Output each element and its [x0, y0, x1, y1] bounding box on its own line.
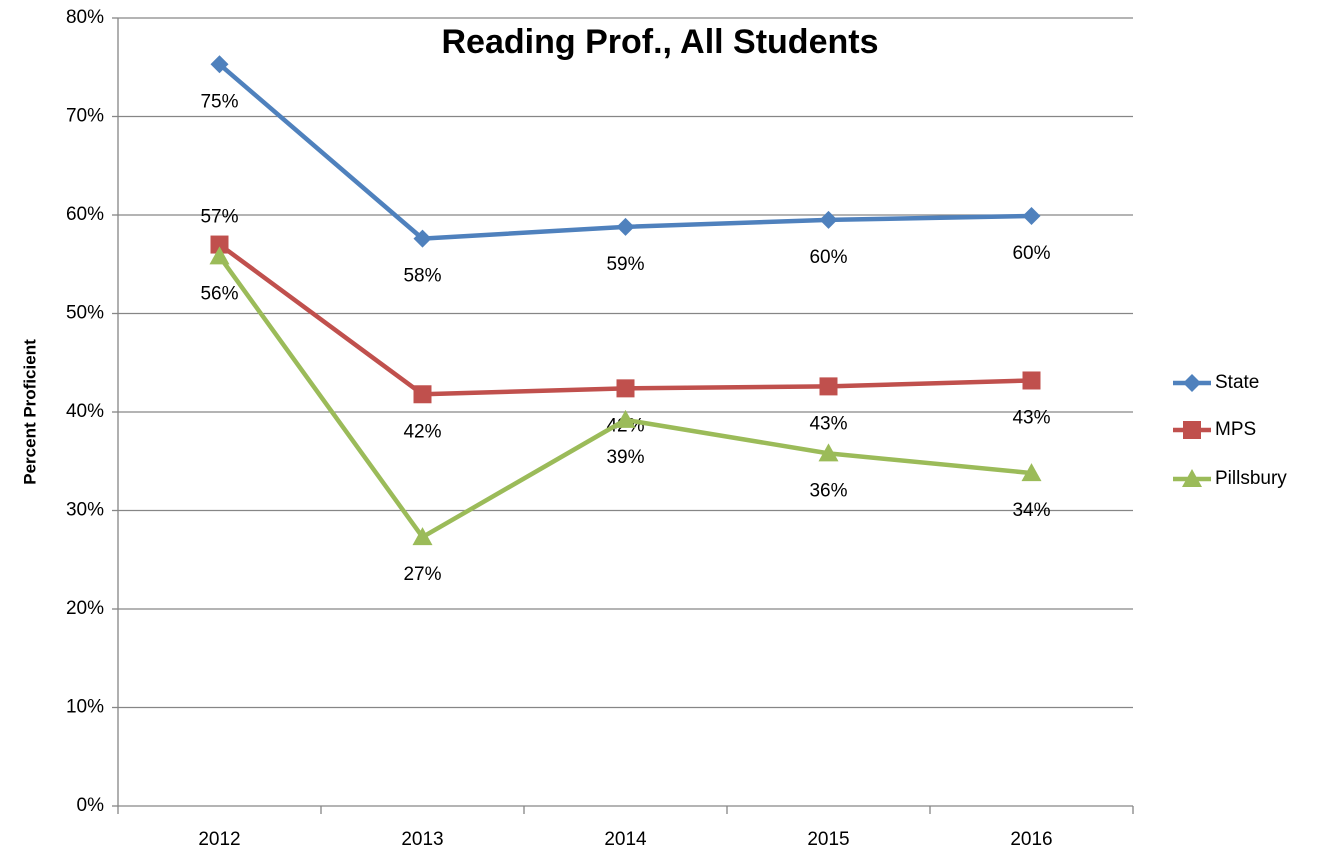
data-point	[412, 527, 433, 546]
legend-label: Pillsbury	[1215, 468, 1287, 489]
data-point	[1022, 206, 1041, 225]
data-point	[819, 377, 838, 396]
data-label: 60%	[1012, 243, 1050, 264]
data-point	[1021, 463, 1042, 482]
chart-title: Reading Prof., All Students	[442, 23, 879, 61]
data-point	[616, 217, 635, 236]
data-label: 27%	[403, 564, 441, 585]
data-point	[413, 385, 432, 404]
x-tick-label: 2012	[198, 829, 240, 850]
y-tick-label: 30%	[66, 500, 104, 521]
data-label: 56%	[200, 283, 238, 304]
data-point	[210, 55, 229, 74]
data-label: 36%	[809, 480, 847, 501]
data-label: 43%	[809, 413, 847, 434]
data-point	[209, 246, 230, 265]
data-label: 39%	[606, 447, 644, 468]
legend-marker	[1182, 469, 1202, 487]
legend-marker	[1183, 374, 1201, 392]
data-point	[1022, 371, 1041, 390]
data-point	[615, 409, 636, 428]
x-tick-label: 2014	[604, 829, 647, 850]
y-axis-title: Percent Proficient	[20, 339, 39, 485]
data-label: 43%	[1012, 407, 1050, 428]
data-point	[819, 210, 838, 229]
y-tick-label: 10%	[66, 697, 104, 718]
data-label: 75%	[200, 91, 238, 112]
y-tick-label: 40%	[66, 401, 104, 422]
y-tick-label: 0%	[77, 795, 105, 816]
data-point	[413, 229, 432, 248]
y-tick-label: 50%	[66, 303, 104, 324]
y-tick-label: 20%	[66, 598, 104, 619]
data-label: 34%	[1012, 500, 1050, 521]
series-line	[218, 62, 1032, 241]
data-point	[210, 235, 229, 254]
y-tick-label: 60%	[66, 204, 104, 225]
data-label: 58%	[403, 266, 441, 287]
data-label: 59%	[606, 254, 644, 275]
data-point	[818, 443, 839, 462]
legend-label: MPS	[1215, 419, 1256, 440]
data-label: 57%	[200, 207, 238, 228]
x-tick-label: 2013	[401, 829, 443, 850]
data-label: 42%	[403, 421, 441, 442]
y-tick-label: 70%	[66, 106, 104, 127]
data-label: 60%	[809, 247, 847, 268]
y-tick-label: 80%	[66, 7, 104, 28]
data-point	[616, 379, 635, 398]
x-tick-label: 2016	[1010, 829, 1052, 850]
x-tick-label: 2015	[807, 829, 849, 850]
legend-label: State	[1215, 372, 1259, 393]
legend-marker	[1183, 421, 1201, 439]
